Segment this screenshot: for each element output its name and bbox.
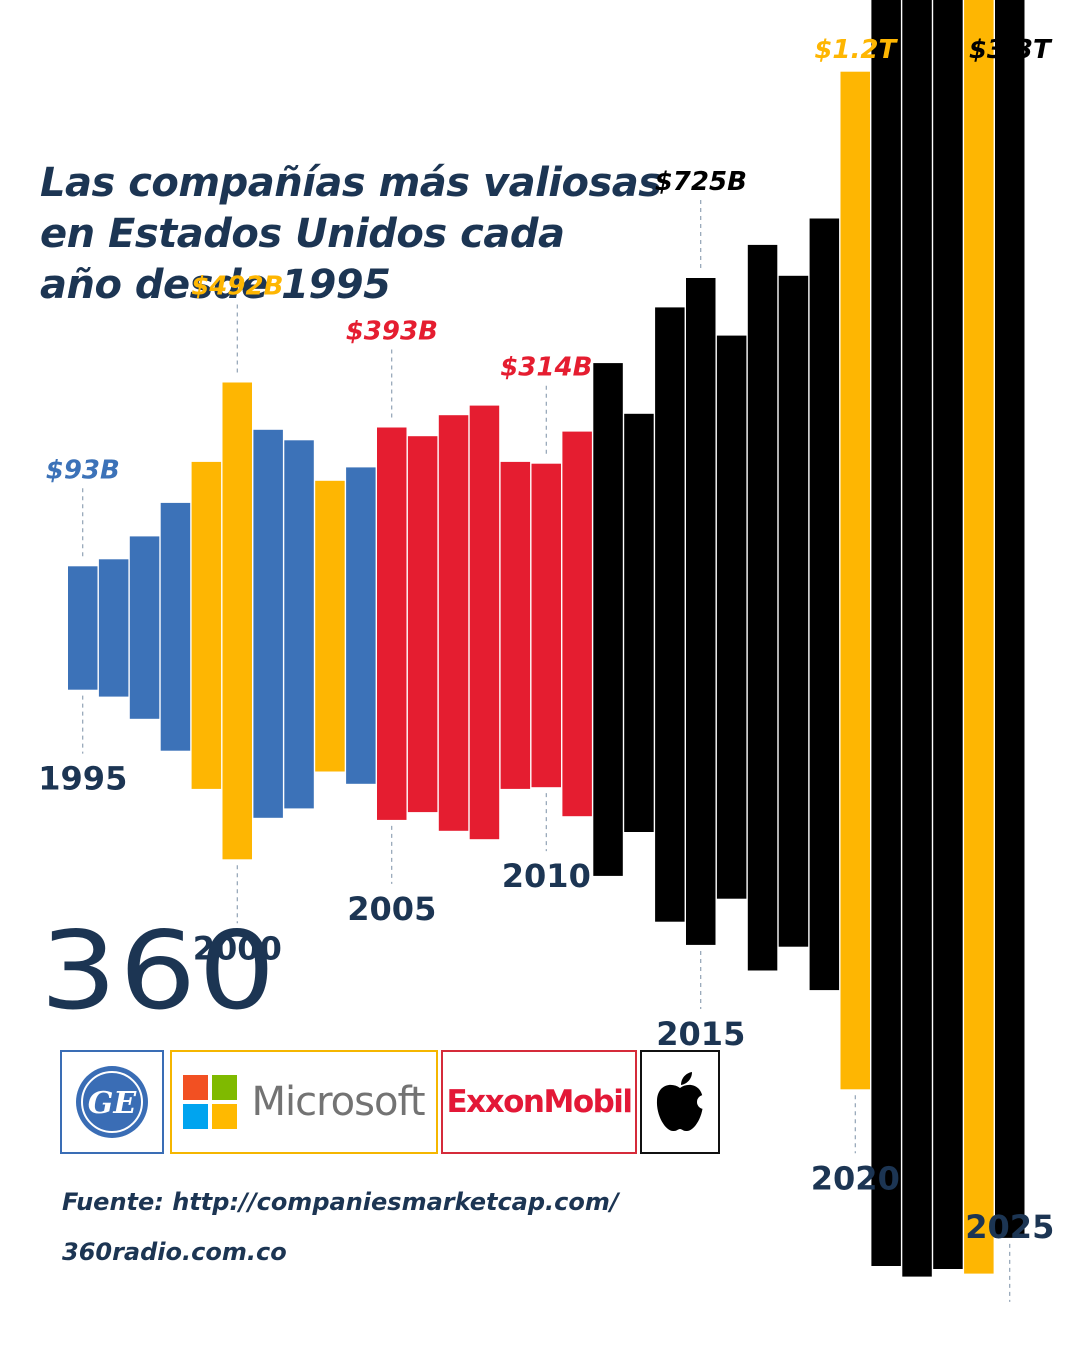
value-label-2005: $393B [346,317,438,347]
bar-2020 [840,71,870,1090]
year-label-2025: 2025 [965,1208,1054,1246]
bar-2025 [995,0,1025,1238]
chart-title: Las compañías más valiosas en Estados Un… [40,158,662,311]
bar-2004 [346,467,376,784]
value-label-1995: $93B [46,455,120,485]
title-line-3: año desde 1995 [40,262,391,308]
bar-2017 [747,244,778,971]
guide-lines [82,200,1011,1302]
bar-2022 [902,0,932,1277]
value-labels: $93B $492B $393B $314B $725B $1.2T $3.3T [46,35,1053,485]
ge-logo-icon: GE [76,1066,148,1138]
bar-2006 [407,436,438,813]
year-label-2020: 2020 [811,1159,900,1197]
bar-2013 [624,413,654,832]
source-text: Fuente: http://companiesmarketcap.com/ [62,1188,619,1216]
microsoft-logo-text: Microsoft [251,1079,425,1125]
bar-1997 [129,536,160,719]
bar-2018 [778,275,809,947]
bar-2014 [655,307,685,922]
bars [68,0,1025,1277]
bar-2000 [222,382,252,860]
bar-2003 [315,480,345,772]
bar-2015 [686,278,716,945]
bar-2002 [284,440,314,809]
year-label-2015: 2015 [656,1015,745,1053]
bar-2010 [531,463,561,788]
apple-logo-box [640,1050,720,1154]
bar-2019 [809,218,840,991]
bar-2012 [593,363,623,876]
year-labels: 1995 2000 2005 2010 2015 2020 2025 [38,760,1054,1246]
bar-2008 [469,405,500,840]
bar-1995 [68,566,98,690]
exxonmobil-logo-text: ExxonMobil [446,1084,633,1120]
site-text: 360radio.com.co [62,1238,287,1266]
value-label-2020: $1.2T [814,35,898,65]
bar-2009 [500,461,531,789]
bar-1998 [160,502,191,751]
exxonmobil-logo-box: ExxonMobil [441,1050,637,1154]
title-line-1: Las compañías más valiosas [40,160,662,206]
bar-2007 [438,415,469,831]
value-label-2000: $492B [191,272,283,302]
year-label-2005: 2005 [347,890,436,928]
bar-2024 [964,0,994,1274]
bar-2005 [377,427,407,820]
value-label-2025: $3.3T [969,35,1053,65]
bar-2011 [562,431,592,817]
bar-2016 [716,335,747,899]
bar-1996 [98,559,129,697]
title-line-2: en Estados Unidos cada [40,211,565,257]
radio-360-logo: 360 [40,909,278,1034]
microsoft-logo-box: Microsoft [170,1050,438,1154]
bar-2021 [871,0,901,1266]
microsoft-windows-icon [183,1075,238,1129]
value-label-2015: $725B [655,167,747,197]
ge-logo-text: GE [88,1086,138,1121]
ge-logo-box: GE [60,1050,164,1154]
apple-icon [656,1072,708,1132]
bar-2023 [933,0,963,1269]
value-label-2010: $314B [500,353,592,383]
bar-1999 [191,461,222,789]
year-label-2000: 2000 [193,929,282,967]
year-label-1995: 1995 [38,760,127,798]
year-label-2010: 2010 [502,857,591,895]
bar-2001 [253,429,283,818]
